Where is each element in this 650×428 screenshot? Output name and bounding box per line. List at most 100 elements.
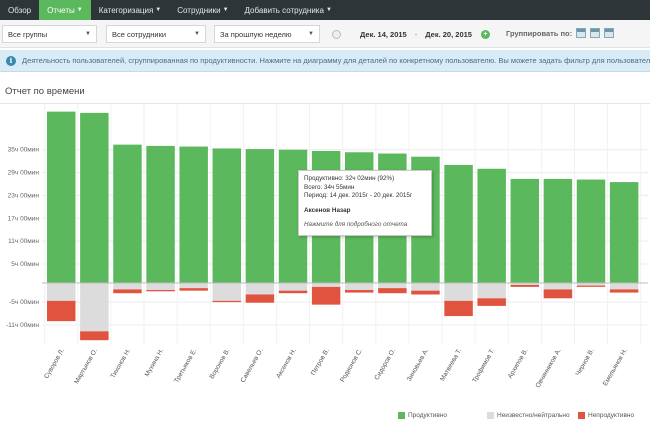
bar-productive[interactable]	[146, 145, 175, 284]
bar-neutral[interactable]	[278, 283, 308, 291]
bar-productive[interactable]	[212, 148, 242, 284]
chevron-down-icon: ▼	[325, 7, 332, 13]
bar-unproductive[interactable]	[576, 285, 606, 287]
bar-unproductive[interactable]	[510, 284, 540, 287]
bar-neutral[interactable]	[245, 283, 275, 295]
bar-unproductive[interactable]	[212, 300, 242, 303]
bar-neutral[interactable]	[444, 283, 473, 301]
bar-neutral[interactable]	[311, 283, 341, 287]
bar-neutral[interactable]	[179, 283, 208, 289]
prev-period-icon[interactable]	[332, 29, 341, 39]
bar-unproductive[interactable]	[113, 289, 142, 294]
bar-neutral[interactable]	[47, 283, 76, 301]
chevron-down-icon: ▼	[308, 31, 314, 37]
neutral-swatch-icon	[487, 412, 494, 419]
legend-item-neutral[interactable]: Неизвестно/нейтрально	[487, 412, 570, 419]
bar-neutral[interactable]	[510, 283, 540, 285]
bar-productive[interactable]	[510, 178, 540, 284]
bar-unproductive[interactable]	[80, 331, 109, 341]
legend-neutral-label: Неизвестно/нейтрально	[497, 412, 570, 419]
bar-unproductive[interactable]	[477, 298, 506, 306]
x-tick-label: Сидоров О.	[373, 347, 397, 381]
bar-productive[interactable]	[113, 144, 142, 284]
groups-select[interactable]: Все группы ▼	[2, 25, 97, 43]
nav-item-employees-label: Сотрудники	[177, 5, 221, 15]
x-tick-label: Трофимов Т.	[471, 347, 496, 384]
x-tick-label: Родионов С.	[339, 347, 364, 383]
nav-item-add-employee-label: Добавить сотрудника	[244, 5, 324, 15]
bar-unproductive[interactable]	[543, 289, 573, 299]
calendar-week-icon[interactable]	[590, 28, 600, 38]
employees-select-value: Все сотрудники	[112, 29, 167, 39]
bar-productive[interactable]	[179, 146, 208, 284]
bar-productive[interactable]	[47, 111, 76, 284]
legend-item-productive[interactable]: Продуктивно	[398, 412, 447, 419]
bar-neutral[interactable]	[80, 283, 109, 332]
bar-neutral[interactable]	[543, 283, 573, 290]
bar-productive[interactable]	[477, 168, 506, 284]
legend-unproductive-label: Непродуктивно	[588, 412, 635, 419]
top-navbar: Обзор Отчеты ▼ Категоризация ▼ Сотрудники ▼…	[0, 0, 650, 20]
bar-unproductive[interactable]	[378, 288, 407, 294]
info-bar: i Деятельность пользователей, сгруппиров…	[0, 50, 650, 72]
nav-item-employees[interactable]: Сотрудники ▼	[169, 0, 236, 20]
calendar-month-icon[interactable]	[604, 28, 614, 38]
bar-unproductive[interactable]	[146, 290, 175, 292]
tooltip-productive: Продуктивно: 32ч 02мин (92%)	[304, 175, 395, 182]
x-tick-label: Емельянов Н.	[602, 347, 629, 387]
bar-neutral[interactable]	[345, 283, 374, 291]
bar-unproductive[interactable]	[444, 300, 473, 317]
next-period-icon[interactable]: +	[480, 29, 490, 39]
bar-productive[interactable]	[80, 112, 109, 284]
x-tick-label: Тихонов Н.	[110, 347, 133, 379]
date-range: Дек. 14, 2015 - Дек. 20, 2015 +	[324, 25, 496, 43]
legend-item-unproductive[interactable]: Непродуктивно	[578, 412, 634, 419]
bar-unproductive[interactable]	[345, 290, 374, 293]
period-select[interactable]: За прошлую неделю ▼	[214, 25, 320, 43]
bar-productive[interactable]	[444, 164, 473, 284]
bar-neutral[interactable]	[113, 283, 142, 290]
bar-neutral[interactable]	[411, 283, 440, 291]
nav-item-add-employee[interactable]: Добавить сотрудника ▼	[237, 0, 340, 20]
chevron-down-icon: ▼	[194, 31, 200, 37]
bar-neutral[interactable]	[576, 283, 606, 286]
nav-item-reports[interactable]: Отчеты ▼	[39, 0, 91, 20]
tooltip-period: Период: 14 дек. 2015г - 20 дек. 2015г	[304, 192, 413, 199]
bar-unproductive[interactable]	[179, 288, 208, 291]
x-tick-label: Савельев О.	[240, 347, 265, 384]
bar-unproductive[interactable]	[245, 294, 275, 303]
date-from-input[interactable]: Дек. 14, 2015	[360, 29, 407, 39]
x-tick-label: Аксенов Н.	[275, 347, 298, 379]
bar-productive[interactable]	[245, 149, 275, 284]
bar-productive[interactable]	[609, 182, 639, 284]
x-tick-label: Петров В.	[310, 347, 331, 376]
bar-neutral[interactable]	[146, 283, 175, 291]
chevron-down-icon: ▼	[155, 7, 162, 13]
bar-unproductive[interactable]	[311, 286, 341, 305]
x-tick-label: Третьяков Е.	[173, 347, 198, 384]
bar-productive[interactable]	[543, 178, 573, 284]
y-tick-label: -11ч 00мин	[6, 322, 39, 329]
bar-neutral[interactable]	[477, 283, 506, 299]
tooltip-user: Аксенов Назар	[304, 206, 351, 214]
tooltip-hint: Нажмите для подробного отчета	[304, 221, 408, 228]
calendar-day-icon[interactable]	[576, 28, 586, 38]
bar-unproductive[interactable]	[47, 300, 76, 322]
bar-productive[interactable]	[576, 179, 606, 284]
productive-swatch-icon	[398, 412, 405, 419]
time-report-chart[interactable]: 35ч 00мин 29ч 00мин 23ч 00мин 17ч 00мин 11ч …	[0, 104, 650, 410]
bar-unproductive[interactable]	[609, 289, 639, 293]
group-by-label: Группировать по:	[506, 29, 573, 38]
employees-select[interactable]: Все сотрудники ▼	[106, 25, 206, 43]
nav-item-categorization[interactable]: Категоризация ▼	[91, 0, 170, 20]
chevron-down-icon: ▼	[85, 31, 91, 37]
bar-unproductive[interactable]	[411, 290, 440, 295]
bar-neutral[interactable]	[378, 283, 407, 289]
y-tick-label: 11ч 00мин	[8, 238, 39, 245]
bar-unproductive[interactable]	[278, 290, 308, 294]
nav-item-reports-label: Отчеты	[47, 5, 75, 15]
bar-neutral[interactable]	[609, 283, 639, 290]
nav-item-overview[interactable]: Обзор	[0, 0, 39, 20]
date-to-input[interactable]: Дек. 20, 2015	[425, 29, 472, 39]
bar-neutral[interactable]	[212, 283, 242, 301]
